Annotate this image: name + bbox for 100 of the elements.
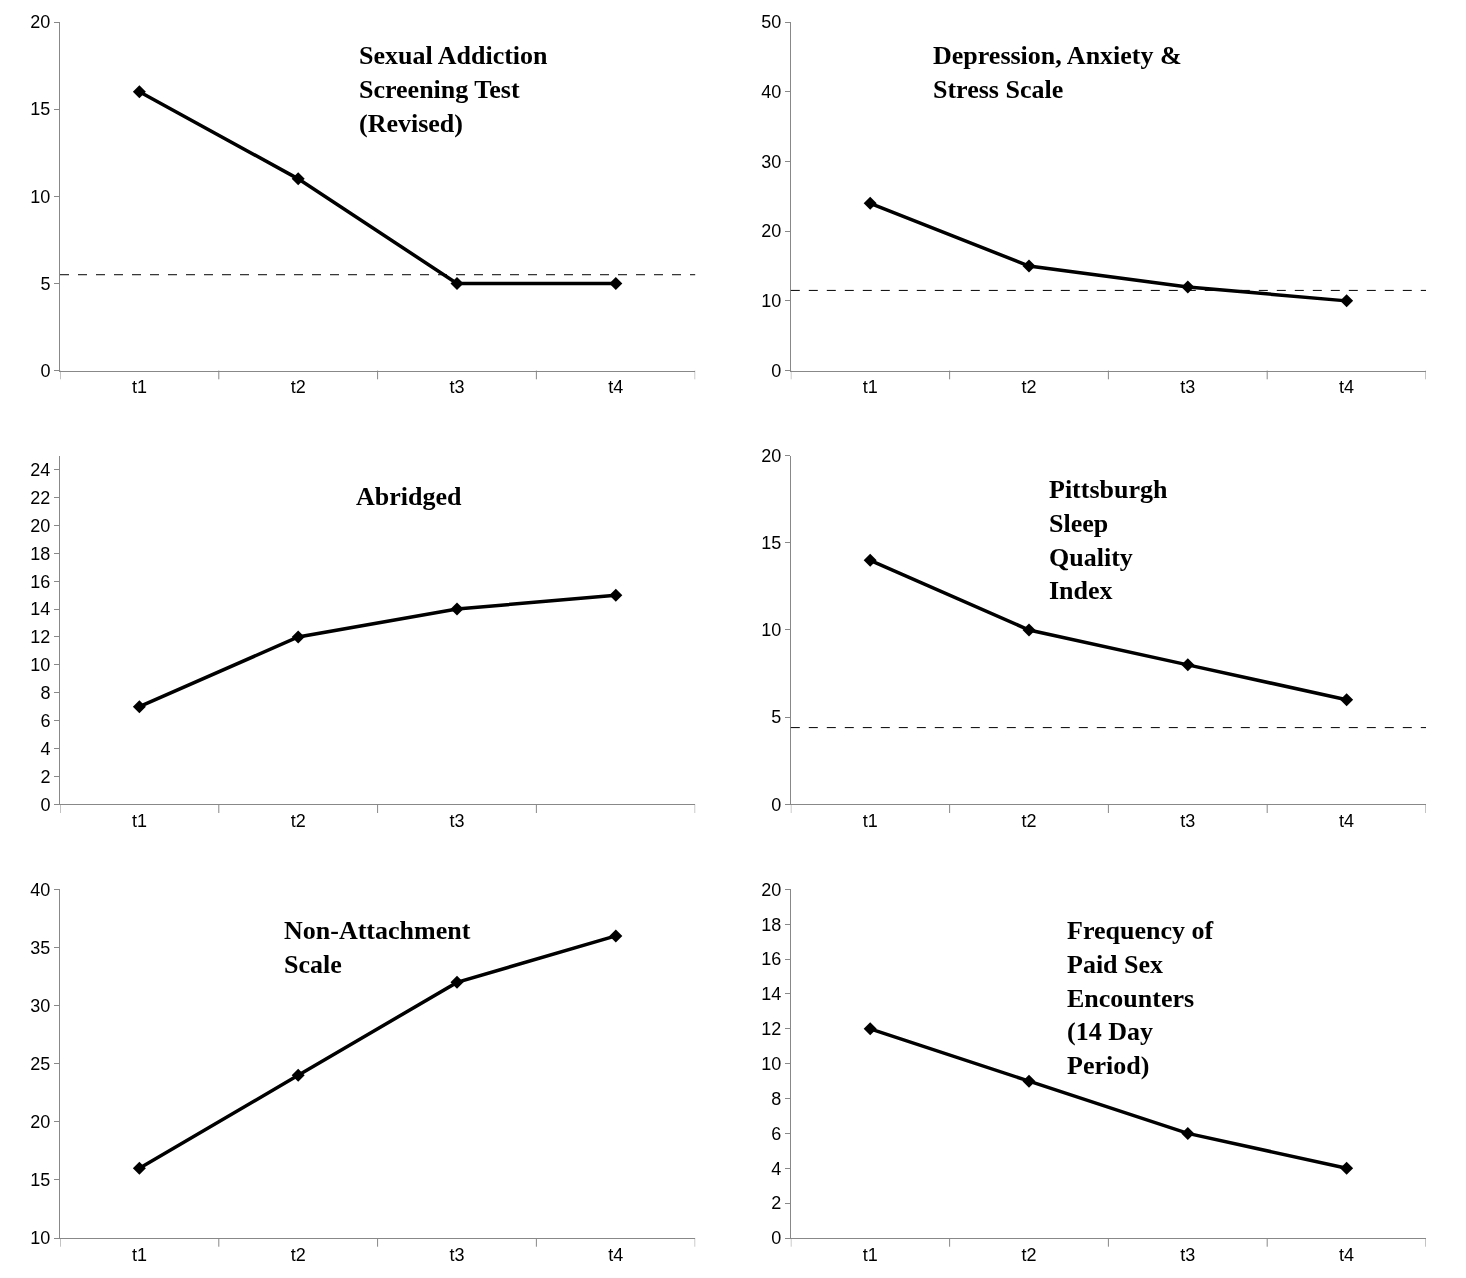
- y-tick-label: 16: [761, 949, 782, 970]
- x-tick-label: t4: [1339, 810, 1355, 831]
- y-tick-label: 30: [761, 151, 782, 172]
- point: [609, 276, 623, 290]
- x-tick-label: t2: [290, 810, 306, 831]
- text: Pittsburgh Sleep Quality Index: [1049, 475, 1168, 606]
- text: Non-Attachment Scale: [284, 916, 471, 979]
- y-tick-label: 50: [761, 12, 782, 33]
- x-tick-label: t4: [1339, 377, 1355, 398]
- point: [291, 1068, 305, 1082]
- y-tick-label: 10: [761, 620, 782, 641]
- x-tick-label: t2: [1021, 1244, 1037, 1265]
- y-tick-label: 25: [30, 1054, 51, 1074]
- y-tick-label: 15: [761, 533, 782, 554]
- y-tick-label: 0: [771, 794, 782, 815]
- y-tick-label: 24: [30, 459, 51, 480]
- y-tick-label: 14: [30, 599, 51, 620]
- y-tick-label: 10: [30, 1228, 51, 1249]
- y-tick-label: 40: [30, 879, 51, 900]
- y-tick-label: 6: [40, 710, 51, 731]
- y-tick-label: 2: [771, 1193, 782, 1214]
- x-tick-label: t3: [1180, 377, 1196, 398]
- point: [1340, 294, 1354, 308]
- y-tick-label: 10: [30, 186, 51, 207]
- y-tick-label: 20: [761, 446, 782, 467]
- y-tick-label: 0: [40, 360, 51, 381]
- y-tick-label: 0: [40, 794, 51, 815]
- text: Frequency of Paid Sex Encounters (14 Day Period): [1067, 916, 1214, 1081]
- y-tick-label: 8: [771, 1088, 782, 1109]
- x-tick-label: t1: [862, 810, 878, 831]
- point: [450, 602, 464, 616]
- y-tick-label: 22: [30, 487, 51, 508]
- y-tick-label: 16: [30, 571, 51, 592]
- x-tick-label: t1: [131, 810, 147, 831]
- y-tick-label: 18: [761, 914, 782, 935]
- point: [132, 700, 146, 714]
- x-tick-label: t3: [449, 810, 465, 831]
- point: [1181, 280, 1195, 294]
- y-tick-label: 15: [30, 99, 51, 120]
- text: Depression, Anxiety & Stress Scale: [933, 41, 1182, 104]
- x-tick-label: t1: [131, 1244, 147, 1265]
- point: [450, 975, 464, 989]
- point: [609, 929, 623, 943]
- x-tick-label: t2: [1021, 377, 1037, 398]
- y-tick-label: 10: [30, 655, 51, 676]
- point: [1181, 658, 1195, 672]
- point: [1340, 1161, 1354, 1175]
- point: [1340, 693, 1354, 707]
- y-tick-label: 8: [40, 683, 51, 704]
- point: [450, 276, 464, 290]
- point: [1022, 1074, 1036, 1088]
- point: [291, 630, 305, 644]
- y-tick-label: 10: [761, 1054, 782, 1074]
- y-tick-label: 5: [40, 273, 51, 294]
- point: [132, 85, 146, 99]
- point: [132, 1161, 146, 1175]
- x-tick-label: t1: [862, 1244, 878, 1265]
- x-tick-label: t4: [608, 377, 624, 398]
- y-tick-label: 40: [761, 82, 782, 103]
- text: Sexual Addiction Screening Test (Revised): [359, 41, 549, 138]
- y-tick-label: 20: [30, 515, 51, 536]
- point: [1181, 1126, 1195, 1140]
- x-tick-label: t1: [131, 377, 147, 398]
- x-tick-label: t4: [608, 1244, 624, 1265]
- point: [863, 196, 877, 210]
- x-tick-label: t2: [290, 377, 306, 398]
- x-tick-label: t3: [449, 1244, 465, 1265]
- y-tick-label: 12: [30, 627, 51, 648]
- x-tick-label: t2: [1021, 810, 1037, 831]
- x-tick-label: t3: [1180, 810, 1196, 831]
- point: [1022, 259, 1036, 273]
- x-tick-label: t3: [449, 377, 465, 398]
- y-tick-label: 4: [771, 1158, 782, 1179]
- y-tick-label: 30: [30, 995, 51, 1016]
- y-tick-label: 20: [30, 12, 51, 33]
- text: Abridged: [356, 482, 462, 511]
- y-tick-label: 10: [761, 291, 782, 312]
- y-tick-label: 15: [30, 1170, 51, 1191]
- y-tick-label: 18: [30, 543, 51, 564]
- y-tick-label: 20: [761, 221, 782, 242]
- y-tick-label: 20: [30, 1112, 51, 1133]
- point: [863, 1022, 877, 1036]
- y-tick-label: 35: [30, 937, 51, 958]
- y-tick-label: 6: [771, 1123, 782, 1144]
- x-tick-label: t4: [1339, 1244, 1355, 1265]
- point: [609, 588, 623, 602]
- x-tick-label: t3: [1180, 1244, 1196, 1265]
- x-tick-label: t1: [862, 377, 878, 398]
- y-tick-label: 5: [771, 707, 782, 728]
- x-tick-label: t2: [290, 1244, 306, 1265]
- y-tick-label: 12: [761, 1019, 782, 1040]
- y-tick-label: 20: [761, 879, 782, 900]
- point: [863, 553, 877, 567]
- y-tick-label: 2: [40, 766, 51, 787]
- y-tick-label: 4: [40, 738, 51, 759]
- y-tick-label: 0: [771, 1228, 782, 1249]
- point: [1022, 623, 1036, 637]
- y-tick-label: 14: [761, 984, 782, 1005]
- point: [291, 172, 305, 186]
- y-tick-label: 0: [771, 360, 782, 381]
